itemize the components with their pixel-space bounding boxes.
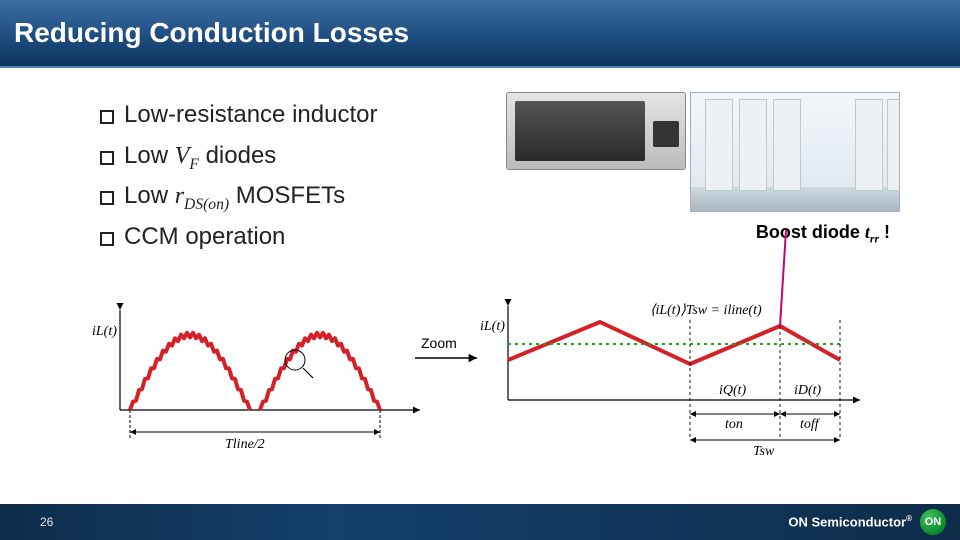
- svg-text:Tline/2: Tline/2: [225, 437, 265, 452]
- slide-title: Reducing Conduction Losses: [14, 17, 409, 49]
- checkbox-bullet-icon: [100, 110, 114, 124]
- brand-block: ON Semiconductor® ON: [788, 509, 946, 535]
- svg-text:iQ(t): iQ(t): [719, 383, 747, 398]
- page-number: 26: [40, 515, 53, 529]
- bullet-text: Low: [124, 182, 175, 209]
- checkbox-bullet-icon: [100, 191, 114, 205]
- server-rack: [855, 99, 883, 191]
- bullet-sub: DS(on): [184, 196, 229, 213]
- svg-text:toff: toff: [800, 417, 821, 432]
- svg-text:Tsw: Tsw: [753, 444, 775, 459]
- bullet-text: Low: [124, 142, 175, 169]
- server-rack: [773, 99, 801, 191]
- bullet-sub: F: [189, 156, 199, 173]
- title-bar: Reducing Conduction Losses: [0, 0, 960, 68]
- bullet-text: CCM operation: [124, 223, 285, 250]
- server-rack: [739, 99, 767, 191]
- brand-text: ON Semiconductor®: [788, 514, 912, 529]
- checkbox-bullet-icon: [100, 232, 114, 246]
- server-rack: [887, 99, 900, 191]
- annotation-pre: Boost diode: [756, 222, 865, 242]
- annotation-text: Boost diode trr !: [756, 222, 890, 246]
- on-logo-icon: ON: [920, 509, 946, 535]
- annotation-sub: rr: [870, 233, 879, 246]
- checkbox-bullet-icon: [100, 151, 114, 165]
- svg-text:iL(t): iL(t): [480, 319, 505, 334]
- waveform-diagram: iL(t) Tline/2 Zoom iL(t) ⟨iL(t)⟩Tsw = iline(…: [90, 300, 910, 470]
- bullet-text: Low-resistance inductor: [124, 101, 377, 128]
- bullet-var: r: [175, 183, 184, 209]
- side-images: [506, 92, 900, 212]
- annotation-post: !: [879, 222, 890, 242]
- svg-text:Zoom: Zoom: [421, 335, 457, 351]
- svg-text:ton: ton: [725, 417, 743, 432]
- server-rack: [705, 99, 733, 191]
- svg-text:⟨iL(t)⟩Tsw = iline(t): ⟨iL(t)⟩Tsw = iline(t): [650, 303, 762, 318]
- datacenter-image: [690, 92, 900, 212]
- bullet-text: MOSFETs: [229, 182, 345, 209]
- bullet-var: V: [175, 143, 190, 169]
- bullet-text: diodes: [199, 142, 276, 169]
- svg-text:iL(t): iL(t): [92, 324, 117, 339]
- psu-image: [506, 92, 686, 170]
- svg-text:iD(t): iD(t): [794, 383, 822, 398]
- diagram-zone: iL(t) Tline/2 Zoom iL(t) ⟨iL(t)⟩Tsw = iline(…: [90, 300, 910, 470]
- footer-bar: 26 ON Semiconductor® ON: [0, 504, 960, 540]
